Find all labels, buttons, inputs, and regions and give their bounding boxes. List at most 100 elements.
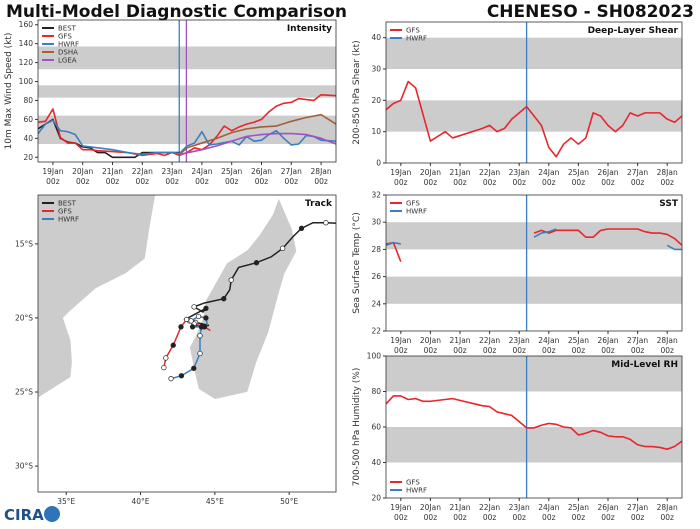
x-tick-label-hour: 00z [314, 177, 328, 186]
track-position-marker [191, 304, 197, 310]
x-tick-label-hour: 00z [76, 177, 90, 186]
sst-panel-title: SST [659, 199, 679, 209]
x-tick-label-date: 22Jan [479, 168, 500, 177]
x-tick-label-date: 21Jan [449, 503, 470, 512]
x-tick-label-hour: 00z [285, 177, 299, 186]
x-tick-label-hour: 00z [601, 513, 615, 522]
x-tick-label-date: 27Jan [281, 167, 302, 176]
hwrf-legend-label: HWRF [406, 487, 427, 495]
x-tick-label-hour: 00z [542, 178, 556, 187]
track-position-marker [323, 220, 329, 226]
intensity-frame [37, 19, 337, 163]
logo-text: CIRA [4, 506, 44, 524]
y-tick-label: 60 [23, 115, 33, 124]
hwrf-series-line [533, 228, 557, 238]
track-position-marker [198, 324, 205, 330]
x-tick-label-date: 24Jan [191, 167, 212, 176]
x-tick-label-date: 23Jan [162, 167, 183, 176]
x-tick-label-hour: 00z [512, 178, 526, 187]
hwrf-series-line [386, 241, 401, 247]
y-tick-label: 160 [19, 20, 34, 29]
y-axis-label: 200-850 hPa Shear (kt) [352, 40, 362, 144]
track-position-marker [203, 315, 209, 321]
x-tick-label-hour: 00z [660, 513, 674, 522]
x-tick-label-hour: 00z [512, 513, 526, 522]
x-tick-label-hour: 00z [631, 513, 645, 522]
y-tick-label: 26 [371, 272, 381, 281]
shear-plot-area [386, 22, 682, 163]
gfs-series-line [386, 395, 682, 450]
x-tick-label-hour: 00z [453, 178, 467, 187]
x-tick-label-date: 21Jan [102, 167, 123, 176]
x-tick-label-date: 27Jan [627, 503, 648, 512]
x-tick-label-hour: 00z [542, 513, 556, 522]
hwrf-legend-label: HWRF [406, 35, 427, 43]
x-tick-label-hour: 00z [424, 513, 438, 522]
shaded-band [386, 427, 682, 463]
track-position-marker [279, 245, 286, 251]
x-tick-label-hour: 00z [136, 177, 150, 186]
x-tick-label-hour: 00z [453, 346, 467, 355]
hwrf-series-line [666, 244, 682, 251]
gfs-legend-label: GFS [58, 33, 72, 41]
x-tick-label-date: 25Jan [568, 336, 589, 345]
shear-panel-title: Deep-Layer Shear [588, 26, 679, 36]
x-tick-label-hour: 00z [631, 178, 645, 187]
track-position-marker [189, 324, 196, 330]
lat-tick-label: 15°S [15, 239, 33, 248]
y-tick-label: 20 [371, 494, 381, 503]
x-tick-label-date: 28Jan [311, 167, 332, 176]
y-tick-label: 40 [23, 134, 33, 143]
x-tick-label-hour: 00z [483, 513, 497, 522]
track-position-marker [197, 333, 203, 339]
x-tick-label-hour: 00z [512, 346, 526, 355]
y-tick-label: 0 [376, 159, 381, 168]
y-tick-label: 32 [371, 191, 381, 200]
x-tick-label-date: 23Jan [509, 503, 530, 512]
x-tick-label-hour: 00z [483, 346, 497, 355]
x-tick-label-date: 22Jan [479, 503, 500, 512]
y-tick-label: 28 [371, 245, 381, 254]
hwrf-series-line [38, 119, 336, 156]
sst-plot-area [386, 195, 682, 331]
x-tick-label-date: 28Jan [657, 503, 678, 512]
y-axis-label: Sea Surface Temp (°C) [352, 212, 362, 313]
x-tick-label-hour: 00z [453, 513, 467, 522]
track-position-marker [170, 342, 176, 348]
lat-tick-label: 25°S [15, 388, 33, 397]
x-tick-label-hour: 00z [660, 346, 674, 355]
y-tick-label: 100 [367, 352, 382, 361]
rh-plot-area [386, 356, 682, 498]
x-tick-label-hour: 00z [572, 346, 586, 355]
x-tick-label-hour: 00z [542, 346, 556, 355]
track-position-marker [178, 373, 185, 379]
hwrf-legend-label: HWRF [58, 41, 79, 49]
track-position-marker [221, 296, 227, 302]
x-tick-label-date: 27Jan [627, 336, 648, 345]
track-panel: 35°E 40°E 45°E 50°E 15°S 20°S 25°S 30°S Track BES… [15, 194, 337, 506]
x-tick-label-hour: 00z [165, 177, 179, 186]
figure-title: Multi-Model Diagnostic Comparison [6, 2, 347, 22]
track-position-marker [163, 355, 169, 361]
y-tick-label: 100 [19, 77, 34, 86]
y-tick-label: 20 [371, 96, 381, 105]
x-tick-label-date: 19Jan [42, 167, 63, 176]
gfs-series-line [38, 93, 336, 157]
x-tick-label-hour: 00z [225, 177, 239, 186]
shaded-band [386, 222, 682, 250]
x-tick-label-hour: 00z [106, 177, 120, 186]
y-tick-label: 22 [371, 327, 381, 336]
y-tick-label: 24 [371, 299, 381, 308]
shear-panel: 01020304019Jan00z20Jan00z21Jan00z22Jan00… [352, 21, 683, 187]
y-tick-label: 60 [371, 423, 381, 432]
track-panel-title: Track [305, 199, 333, 209]
y-tick-label: 140 [19, 39, 34, 48]
x-tick-label-date: 21Jan [449, 168, 470, 177]
x-tick-label-hour: 00z [601, 178, 615, 187]
x-tick-label-date: 23Jan [509, 168, 530, 177]
rh-panel: 2040608010019Jan00z20Jan00z21Jan00z22Jan… [352, 352, 683, 522]
